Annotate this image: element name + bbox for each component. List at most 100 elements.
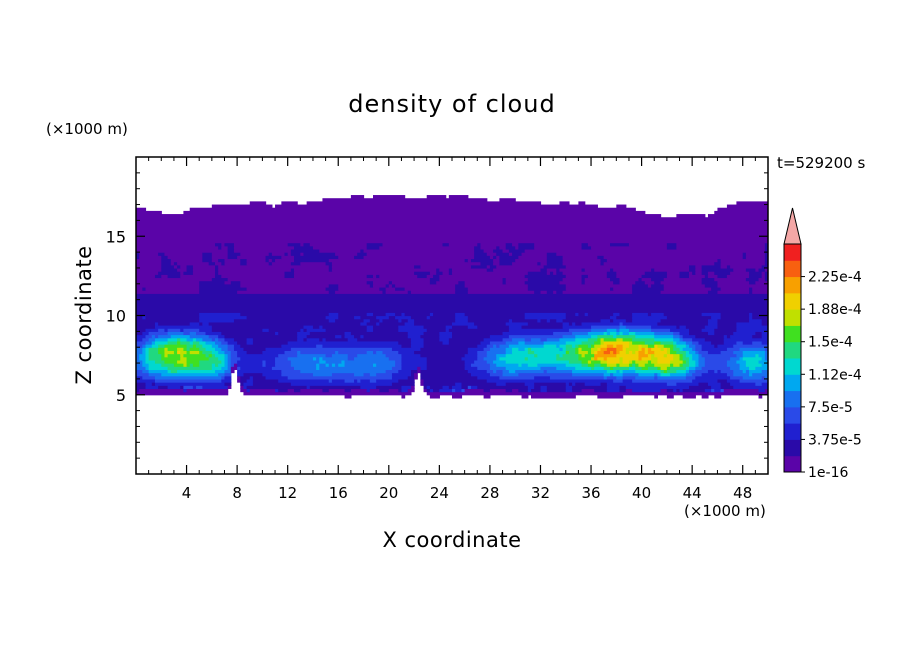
density-cell [597,255,605,260]
density-cell [666,242,677,247]
density-cell [240,261,248,266]
density-cell [685,366,690,370]
density-cell [464,280,504,285]
density-cell [170,258,203,263]
density-cell [164,328,169,332]
density-cell [556,252,744,256]
density-cell [480,340,491,345]
density-cell [148,356,162,361]
density-cell [527,271,548,275]
density-cell [448,195,469,199]
density-cell [657,372,662,377]
density-cell [647,312,652,317]
density-cell [237,375,241,380]
density-cell [192,363,200,367]
density-cell [328,318,336,323]
density-cell [439,337,450,342]
density-cell [196,344,203,348]
density-cell [575,321,583,326]
density-cell [486,359,494,364]
density-cell [660,369,665,374]
density-cell [300,252,305,256]
density-cell [467,318,510,323]
density-cell [284,252,289,256]
density-cell [237,290,330,294]
density-cell [758,353,766,358]
density-cell [606,363,617,367]
density-cell [587,344,592,348]
density-cell [761,321,768,326]
density-cell [689,369,696,374]
density-cell [167,255,203,260]
density-cell [448,385,453,390]
density-cell [752,286,768,291]
density-cell [398,340,412,345]
density-cell [136,280,200,285]
density-cell [527,321,564,326]
density-cell [638,353,649,358]
density-cell [373,325,399,329]
density-cell [344,331,352,336]
density-cell [218,245,222,250]
density-cell [215,267,219,272]
density-cell [306,328,327,332]
density-cell [673,347,681,351]
density-cell [534,385,542,390]
density-cell [426,356,463,361]
density-cell [657,344,665,348]
density-cell [199,280,226,285]
density-cell [480,261,494,266]
density-cell [657,359,671,364]
density-cell [379,318,384,323]
density-cell [689,344,696,348]
density-cell [154,340,169,345]
density-cell [749,369,763,374]
density-cell [420,382,425,386]
density-cell [508,325,523,329]
density-cell [240,356,276,361]
density-cell [429,312,434,317]
density-cell [663,277,703,282]
density-cell [221,274,286,279]
density-cell [632,350,636,355]
density-cell [584,353,595,358]
density-cell [518,363,523,367]
x-tick-label: 4 [182,484,192,502]
density-cell [262,328,270,332]
density-cell [594,353,617,358]
density-cell [177,350,181,355]
density-cell [268,252,273,256]
density-cell [401,318,409,323]
density-cell [180,385,184,390]
density-cell [591,325,621,329]
density-cell [136,334,147,339]
density-cell [227,340,238,345]
density-cell [619,369,624,374]
density-cell [233,337,248,342]
density-cell [464,312,526,317]
density-cell [720,261,766,266]
density-cell [158,271,181,275]
density-cell [189,207,636,212]
density-cell [164,350,175,355]
density-cell [654,280,662,285]
density-cell [211,363,216,367]
density-cell [186,267,194,272]
density-cell [549,375,605,380]
density-cell [148,347,159,351]
density-cell [717,280,750,285]
density-cell [205,340,216,345]
density-cell [414,264,421,269]
density-cell [600,337,605,342]
density-cell [587,337,598,342]
density-cell [158,328,166,332]
density-cell [689,264,696,269]
density-cell [733,344,768,348]
density-cell [145,359,156,364]
density-cell [148,353,162,358]
density-cell [512,388,519,393]
density-cell [726,359,737,364]
density-cell [707,369,715,374]
density-cell [354,334,361,339]
density-cell [477,325,510,329]
